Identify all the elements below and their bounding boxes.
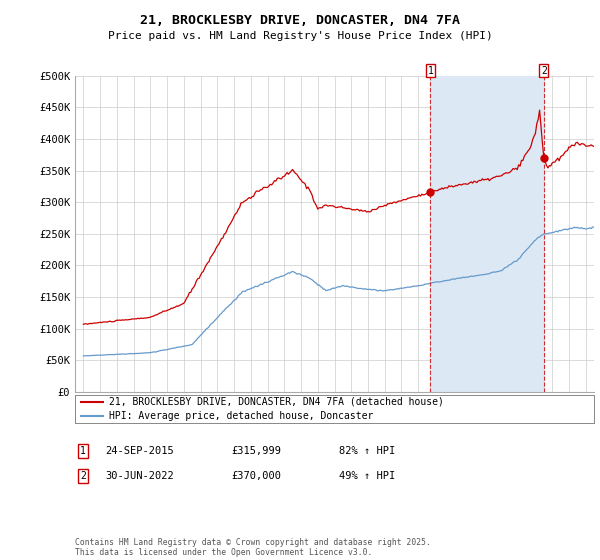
Bar <box>430 76 544 392</box>
Text: 21, BROCKLESBY DRIVE, DONCASTER, DN4 7FA (detached house): 21, BROCKLESBY DRIVE, DONCASTER, DN4 7FA… <box>109 397 443 407</box>
Text: 1: 1 <box>80 446 86 456</box>
Text: 30-JUN-2022: 30-JUN-2022 <box>105 471 174 481</box>
Text: 24-SEP-2015: 24-SEP-2015 <box>105 446 174 456</box>
Text: 82% ↑ HPI: 82% ↑ HPI <box>339 446 395 456</box>
Text: HPI: Average price, detached house, Doncaster: HPI: Average price, detached house, Donc… <box>109 411 373 421</box>
Text: 21, BROCKLESBY DRIVE, DONCASTER, DN4 7FA: 21, BROCKLESBY DRIVE, DONCASTER, DN4 7FA <box>140 14 460 27</box>
Text: 2: 2 <box>80 471 86 481</box>
Text: 1: 1 <box>427 66 433 76</box>
Text: Contains HM Land Registry data © Crown copyright and database right 2025.
This d: Contains HM Land Registry data © Crown c… <box>75 538 431 557</box>
Text: £370,000: £370,000 <box>231 471 281 481</box>
Text: Price paid vs. HM Land Registry's House Price Index (HPI): Price paid vs. HM Land Registry's House … <box>107 31 493 41</box>
Text: £315,999: £315,999 <box>231 446 281 456</box>
Text: 2: 2 <box>541 66 547 76</box>
Text: 49% ↑ HPI: 49% ↑ HPI <box>339 471 395 481</box>
